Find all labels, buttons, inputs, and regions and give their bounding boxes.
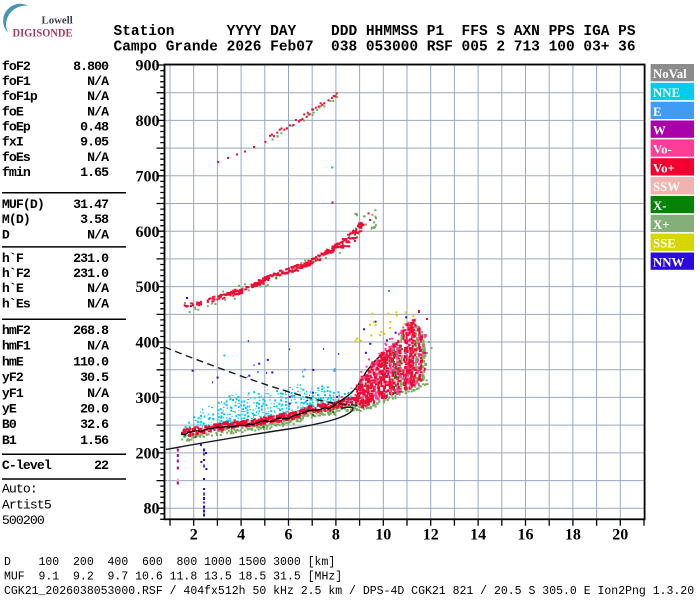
svg-text:N/A: N/A: [87, 386, 109, 401]
svg-text:300: 300: [136, 390, 160, 407]
svg-text:hmF2: hmF2: [2, 323, 31, 338]
svg-text:NoVal: NoVal: [653, 67, 687, 81]
svg-text:SSW: SSW: [653, 180, 680, 194]
svg-text:16: 16: [518, 527, 534, 544]
svg-text:32.6: 32.6: [80, 417, 109, 432]
svg-text:X+: X+: [653, 218, 670, 232]
svg-text:8: 8: [332, 527, 340, 544]
svg-text:12: 12: [423, 527, 439, 544]
svg-text:231.0: 231.0: [73, 251, 109, 266]
svg-text:W: W: [653, 124, 666, 138]
svg-text:110.0: 110.0: [73, 354, 109, 369]
svg-text:Vo+: Vo+: [653, 161, 675, 175]
svg-text:foF2: foF2: [2, 59, 31, 74]
svg-text:foF1p: foF1p: [2, 89, 38, 104]
svg-text:M(D): M(D): [2, 212, 30, 227]
svg-text:N/A: N/A: [87, 281, 109, 296]
svg-text:N/A: N/A: [87, 339, 109, 354]
svg-text:E: E: [653, 105, 662, 119]
svg-text:8.800: 8.800: [73, 59, 109, 74]
svg-text:yE: yE: [2, 402, 17, 417]
svg-text:500200: 500200: [2, 513, 45, 528]
svg-text:80: 80: [144, 501, 160, 518]
svg-text:14: 14: [470, 527, 486, 544]
svg-text:3.58: 3.58: [80, 212, 109, 227]
svg-text:2: 2: [190, 527, 198, 544]
svg-text:hmE: hmE: [2, 354, 24, 369]
svg-text:Vo-: Vo-: [653, 143, 672, 157]
svg-text:31.47: 31.47: [73, 197, 109, 212]
svg-text:fxI: fxI: [2, 135, 23, 150]
svg-text:D: D: [2, 227, 10, 242]
svg-text:10: 10: [375, 527, 391, 544]
svg-text:yF1: yF1: [2, 386, 24, 401]
svg-text:N/A: N/A: [87, 150, 109, 165]
svg-text:h`E: h`E: [2, 281, 24, 296]
svg-text:NNW: NNW: [653, 256, 684, 270]
svg-text:900: 900: [136, 58, 160, 75]
svg-text:fmin: fmin: [2, 165, 31, 180]
svg-text:500: 500: [136, 279, 160, 296]
svg-text:foEp: foEp: [2, 120, 31, 135]
svg-text:Auto:: Auto:: [2, 482, 37, 497]
svg-text:B1: B1: [2, 433, 17, 448]
svg-text:Artist5: Artist5: [2, 497, 52, 512]
svg-text:DIGISONDE: DIGISONDE: [13, 27, 73, 39]
svg-text:Lowell: Lowell: [42, 14, 73, 26]
svg-text:B0: B0: [2, 417, 17, 432]
svg-text:30.5: 30.5: [80, 370, 109, 385]
svg-text:231.0: 231.0: [73, 266, 109, 281]
svg-text:0.48: 0.48: [80, 120, 109, 135]
svg-text:NNE: NNE: [653, 86, 680, 100]
svg-text:20: 20: [612, 527, 628, 544]
svg-text:N/A: N/A: [87, 104, 109, 119]
svg-text:4: 4: [237, 527, 245, 544]
svg-text:foF1: foF1: [2, 74, 31, 89]
svg-text:268.8: 268.8: [73, 323, 109, 338]
svg-text:h`Es: h`Es: [2, 296, 31, 311]
svg-text:N/A: N/A: [87, 89, 109, 104]
svg-text:N/A: N/A: [87, 227, 109, 242]
svg-text:Station YYYY DAY DDD H: Station YYYY DAY DDD HHMMSS P1 FFS S AXN…: [114, 24, 636, 40]
svg-text:400: 400: [136, 335, 160, 352]
svg-text:hmF1: hmF1: [2, 339, 31, 354]
svg-text:800: 800: [136, 113, 160, 130]
svg-text:yF2: yF2: [2, 370, 24, 385]
svg-text:18: 18: [565, 527, 581, 544]
svg-text:N/A: N/A: [87, 74, 109, 89]
svg-text:N/A: N/A: [87, 296, 109, 311]
svg-text:9.05: 9.05: [80, 135, 109, 150]
svg-text:20.0: 20.0: [80, 402, 109, 417]
svg-text:200: 200: [136, 445, 160, 462]
svg-text:SSE: SSE: [653, 237, 676, 251]
svg-text:MUF 9.1 9.2 9.7 10.6 11.8 1: MUF 9.1 9.2 9.7 10.6 11.8 13.5 18.5 31.5…: [4, 571, 342, 584]
svg-text:h`F: h`F: [2, 251, 24, 266]
svg-text:22: 22: [94, 458, 109, 473]
svg-text:MUF(D): MUF(D): [2, 197, 44, 212]
svg-text:CGK21_2026038053000.RSF / 404f: CGK21_2026038053000.RSF / 404fx512h 50 k…: [4, 585, 694, 598]
svg-text:foE: foE: [2, 104, 24, 119]
svg-text:h`F2: h`F2: [2, 266, 31, 281]
svg-text:C-level: C-level: [2, 458, 52, 473]
svg-text:D 100 200 400 600 800 1: D 100 200 400 600 800 1000 1500 3000 [km…: [4, 556, 335, 569]
svg-text:1.56: 1.56: [80, 433, 109, 448]
svg-text:foEs: foEs: [2, 150, 31, 165]
svg-text:600: 600: [136, 224, 160, 241]
svg-text:Campo Grande 2026 Feb07 038 0: Campo Grande 2026 Feb07 038 053000 RSF 0…: [114, 40, 636, 56]
svg-text:6: 6: [285, 527, 293, 544]
svg-text:1.65: 1.65: [80, 165, 109, 180]
svg-text:700: 700: [136, 168, 160, 185]
svg-text:X-: X-: [653, 199, 667, 213]
